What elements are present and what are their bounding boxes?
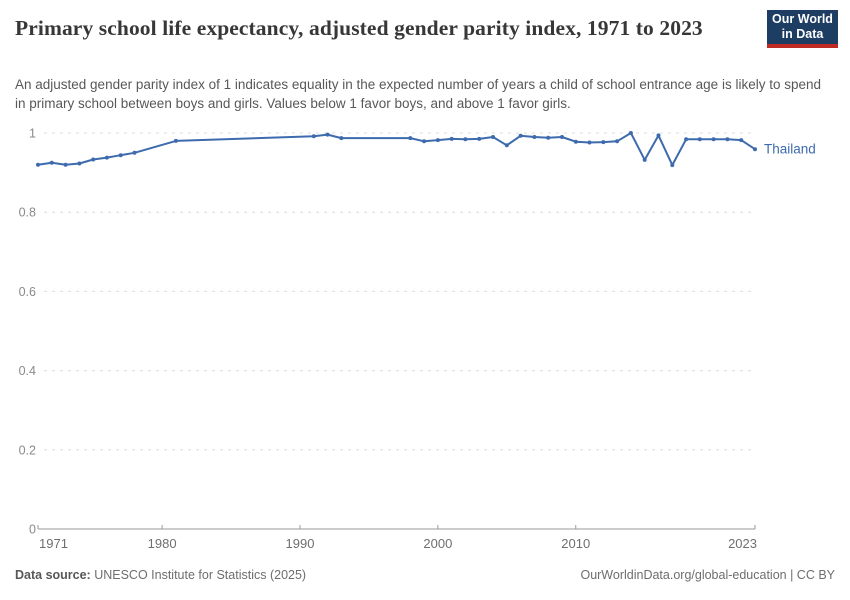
x-tick-label: 1990 [286, 536, 315, 551]
data-point[interactable] [36, 162, 40, 167]
data-point[interactable] [587, 140, 592, 145]
data-point[interactable] [725, 137, 730, 142]
data-point[interactable] [518, 133, 523, 138]
data-point[interactable] [91, 157, 96, 162]
data-point[interactable] [573, 139, 578, 144]
y-tick-label: 0.4 [19, 364, 36, 378]
x-tick-label: 2023 [728, 536, 757, 551]
data-point[interactable] [132, 150, 137, 155]
y-tick-label: 0.2 [19, 443, 36, 457]
y-tick-label: 1 [29, 127, 36, 141]
trend-line[interactable] [37, 132, 756, 167]
data-point[interactable] [601, 140, 606, 145]
data-point[interactable] [739, 138, 744, 143]
data-point[interactable] [104, 155, 109, 160]
y-tick-label: 0.8 [19, 206, 36, 220]
data-point[interactable] [173, 138, 178, 143]
series-label[interactable]: Thailand [764, 142, 816, 157]
data-point[interactable] [325, 132, 330, 137]
data-point[interactable] [753, 147, 757, 152]
x-tick-label: 2000 [423, 536, 452, 551]
data-point[interactable] [642, 157, 647, 162]
x-tick-label: 2010 [561, 536, 590, 551]
data-source-text: UNESCO Institute for Statistics (2025) [90, 568, 307, 582]
data-point[interactable] [546, 135, 551, 140]
data-point[interactable] [435, 138, 440, 143]
y-tick-label: 0.6 [19, 285, 36, 299]
chart-subtitle: An adjusted gender parity index of 1 ind… [15, 77, 821, 111]
data-point[interactable] [449, 136, 454, 141]
x-tick-label: 1971 [39, 536, 68, 551]
data-point[interactable] [532, 135, 537, 139]
data-point[interactable] [422, 139, 427, 144]
data-source-note: Data source: UNESCO Institute for Statis… [15, 568, 306, 582]
data-point[interactable] [339, 136, 344, 141]
page-title: Primary school life expectancy, adjusted… [15, 16, 703, 40]
data-point[interactable] [491, 135, 495, 139]
data-point[interactable] [463, 137, 468, 142]
data-point[interactable] [656, 133, 661, 138]
data-point[interactable] [477, 136, 482, 141]
data-point[interactable] [118, 153, 123, 158]
chart-svg: 0 0.2 0.4 0.6 0.8 1 1971 1980 1990 2000 2010 2023 Th… [19, 127, 816, 552]
x-tick-label: 1980 [148, 536, 177, 551]
license-link[interactable]: OurWorldinData.org/global-education | CC… [580, 568, 835, 582]
data-point[interactable] [311, 134, 316, 139]
data-point[interactable] [408, 136, 413, 141]
data-point[interactable] [684, 137, 689, 142]
data-point[interactable] [77, 161, 82, 166]
data-point[interactable] [63, 162, 68, 167]
data-point[interactable] [711, 137, 716, 142]
data-point[interactable] [670, 163, 675, 168]
data-source-label: Data source: [15, 568, 91, 582]
data-point[interactable] [697, 137, 702, 142]
owid-logo-line1: Our World [772, 12, 833, 26]
y-tick-label: 0 [29, 523, 36, 537]
data-point[interactable] [615, 139, 620, 144]
data-point[interactable] [560, 135, 564, 139]
owid-logo[interactable]: Our World in Data [767, 10, 838, 48]
owid-logo-line2: in Data [781, 27, 824, 41]
data-point[interactable] [49, 160, 54, 165]
data-point[interactable] [504, 143, 509, 148]
data-point[interactable] [628, 131, 633, 135]
chart-footer: Data source: UNESCO Institute for Statis… [15, 568, 835, 582]
